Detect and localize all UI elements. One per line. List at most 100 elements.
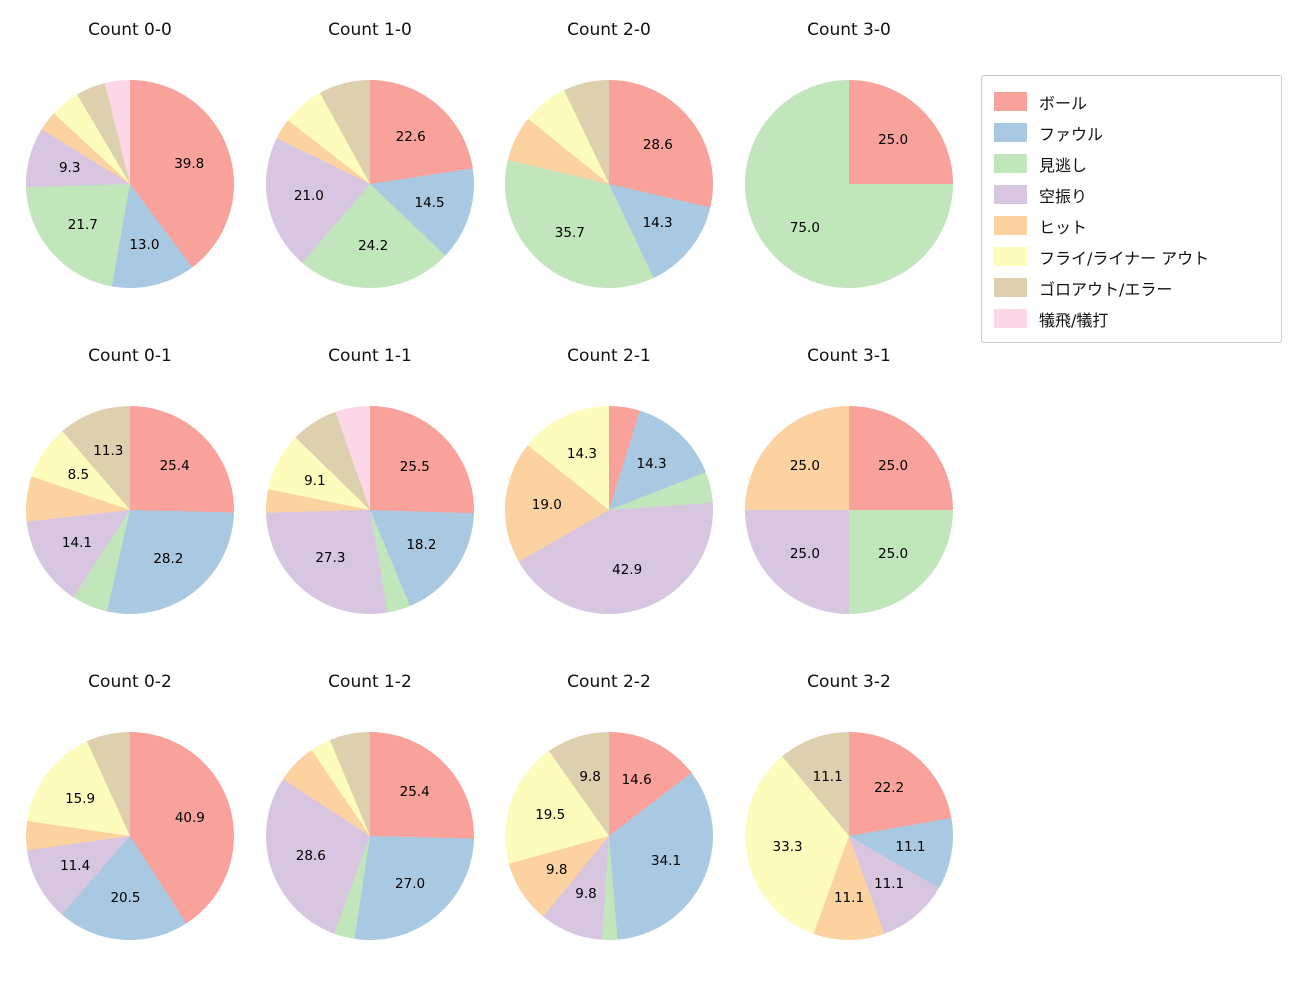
legend-item-sacrifice: 犠飛/犠打	[994, 303, 1273, 334]
slice-label: 75.0	[789, 220, 820, 237]
pie-chart-count-3-2: 22.2 11.1 11.1 11.1 33.3 11.1	[745, 732, 953, 940]
slice-label: 9.1	[304, 472, 326, 489]
pie-cell-count-3-0: Count 3-0 25.0 75.0	[729, 18, 969, 288]
pie-cell-count-0-1: Count 0-1 25.4 28.2 14.1 8.5 11.3	[10, 344, 250, 614]
legend-swatch-ball	[994, 92, 1027, 111]
slice-label: 8.5	[67, 467, 90, 484]
slice-label: 14.6	[621, 772, 652, 789]
legend-item-ball: ボール	[994, 86, 1273, 117]
slice-label: 34.1	[651, 853, 682, 870]
slice-label: 35.7	[554, 224, 585, 241]
pie-title: Count 2-0	[567, 20, 651, 40]
slice-label: 22.6	[395, 128, 426, 145]
slice-label: 11.1	[812, 769, 843, 786]
slice-label: 25.0	[878, 546, 909, 563]
slice-label: 25.0	[878, 131, 909, 148]
pie-title: Count 0-2	[88, 672, 172, 692]
slice-label: 21.0	[293, 188, 324, 205]
legend-swatch-swinging-strike	[994, 185, 1027, 204]
slice-label: 28.2	[153, 551, 184, 568]
slice-label: 11.4	[60, 857, 91, 874]
slice-label: 13.0	[129, 236, 160, 253]
slice-label: 19.5	[535, 807, 566, 824]
pie-chart-count-0-0: 39.8 13.0 21.7 9.3	[26, 80, 234, 288]
legend-swatch-groundout-error	[994, 278, 1027, 297]
pie-cell-count-1-2: Count 1-2 25.4 27.0 28.6	[250, 670, 490, 940]
pie-cell-count-1-1: Count 1-1 25.5 18.2 27.3 9.1	[250, 344, 490, 614]
pie-cell-count-0-0: Count 0-0 39.8 13.0 21.7 9.3	[10, 18, 250, 288]
slice-label: 40.9	[174, 810, 205, 827]
slice-label: 24.2	[358, 238, 389, 255]
slice-label: 21.7	[67, 216, 98, 233]
slice-label: 15.9	[65, 790, 96, 807]
legend-label: 空振り	[1039, 186, 1088, 206]
legend-item-swinging-strike: 空振り	[994, 179, 1273, 210]
pie-cell-count-1-0: Count 1-0 22.6 14.5 24.2 21.0	[250, 18, 490, 288]
pie-title: Count 0-0	[88, 20, 172, 40]
legend-label: 犠飛/犠打	[1039, 310, 1109, 330]
slice-label: 25.0	[789, 546, 820, 563]
legend-item-hit: ヒット	[994, 210, 1273, 241]
pie-cell-count-2-0: Count 2-0 28.6 14.3 35.7	[489, 18, 729, 288]
legend: ボール ファウル 見逃し 空振り ヒット フライ/ライナー アウト ゴロアウト/…	[981, 75, 1282, 343]
slice-label: 25.0	[878, 457, 909, 474]
pie-title: Count 1-2	[328, 672, 412, 692]
pie-title: Count 0-1	[88, 346, 172, 366]
slice-label: 14.1	[61, 534, 92, 551]
slice-label: 27.0	[395, 875, 426, 892]
pie-cell-count-0-2: Count 0-2 40.9 20.5 11.4 15.9	[10, 670, 250, 940]
slice-label: 19.0	[531, 497, 562, 514]
pie-chart-count-1-0: 22.6 14.5 24.2 21.0	[266, 80, 474, 288]
slice-label: 9.8	[545, 862, 568, 879]
pie-cell-count-2-2: Count 2-2 14.6 34.1 9.8 9.8 19.5 9.8	[489, 670, 729, 940]
slice-label: 28.6	[295, 847, 326, 864]
legend-label: ゴロアウト/エラー	[1039, 279, 1173, 299]
legend-label: 見逃し	[1039, 155, 1088, 175]
slice-label: 9.3	[58, 159, 81, 176]
pie-title: Count 2-1	[567, 346, 651, 366]
legend-swatch-called-strike	[994, 154, 1027, 173]
slice-label: 11.1	[895, 838, 926, 855]
pie-chart-count-3-0: 25.0 75.0	[745, 80, 953, 288]
pie-cell-count-3-2: Count 3-2 22.2 11.1 11.1 11.1 33.3 11.1	[729, 670, 969, 940]
slice-label: 14.3	[636, 456, 667, 473]
slice-label: 42.9	[612, 561, 643, 578]
legend-label: ファウル	[1039, 124, 1104, 144]
slice-label: 20.5	[110, 890, 141, 907]
pie-chart-count-0-2: 40.9 20.5 11.4 15.9	[26, 732, 234, 940]
slice-label: 22.2	[874, 780, 905, 797]
pie-title: Count 3-0	[807, 20, 891, 40]
pie-chart-count-0-1: 25.4 28.2 14.1 8.5 11.3	[26, 406, 234, 614]
pie-cell-count-3-1: Count 3-1 25.0 25.0 25.0 25.0	[729, 344, 969, 614]
pie-title: Count 2-2	[567, 672, 651, 692]
slice-label: 39.8	[174, 156, 205, 173]
legend-label: ヒット	[1039, 217, 1088, 237]
pie-chart-count-2-2: 14.6 34.1 9.8 9.8 19.5 9.8	[505, 732, 713, 940]
slice-label: 33.3	[772, 838, 803, 855]
slice-label: 11.3	[93, 443, 124, 460]
slice-label: 14.3	[566, 445, 597, 462]
slice-label: 9.8	[575, 886, 597, 903]
pie-chart-count-2-0: 28.6 14.3 35.7	[505, 80, 713, 288]
legend-label: フライ/ライナー アウト	[1039, 248, 1210, 268]
pie-chart-count-3-1: 25.0 25.0 25.0 25.0	[745, 406, 953, 614]
legend-item-called-strike: 見逃し	[994, 148, 1273, 179]
slice-label: 25.0	[789, 457, 820, 474]
pie-cell-count-2-1: Count 2-1 14.3 42.9 19.0 14.3	[489, 344, 729, 614]
slice-label: 28.6	[642, 137, 673, 154]
slice-label: 11.1	[874, 875, 905, 892]
slice-label: 25.4	[399, 784, 430, 801]
slice-label: 11.1	[833, 890, 865, 907]
pie-chart-count-2-1: 14.3 42.9 19.0 14.3	[505, 406, 713, 614]
legend-item-foul: ファウル	[994, 117, 1273, 148]
pie-title: Count 3-2	[807, 672, 891, 692]
pie-title: Count 3-1	[807, 346, 891, 366]
legend-swatch-foul	[994, 123, 1027, 142]
pie-chart-count-1-2: 25.4 27.0 28.6	[266, 732, 474, 940]
pie-chart-count-1-1: 25.5 18.2 27.3 9.1	[266, 406, 474, 614]
legend-swatch-hit	[994, 216, 1027, 235]
slice-label: 14.3	[642, 215, 673, 232]
pie-title: Count 1-0	[328, 20, 412, 40]
slice-label: 18.2	[406, 537, 437, 554]
